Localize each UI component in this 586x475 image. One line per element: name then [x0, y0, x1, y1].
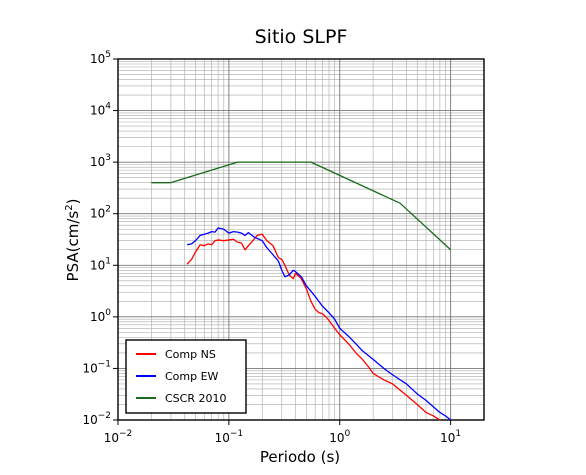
y-tick-label: 102 — [90, 205, 111, 221]
y-tick-label: 103 — [90, 153, 111, 169]
minor-grid — [118, 59, 485, 420]
plot-frame — [117, 58, 485, 421]
y-tick-label: 104 — [90, 102, 111, 118]
legend-label-ns: Comp NS — [165, 348, 216, 361]
y-axis: 10−2 10−1 100 101 102 103 104 105 — [82, 50, 118, 427]
x-axis: 10−2 10−1 100 101 — [104, 420, 461, 445]
y-axis-label-main: PSA(cm/s — [64, 211, 82, 282]
y-axis-label-close: ) — [64, 199, 82, 205]
y-tick-label: 10−1 — [82, 359, 111, 375]
y-tick-label: 10−2 — [82, 411, 111, 427]
x-tick-label: 101 — [440, 429, 461, 445]
x-tick-label: 100 — [329, 429, 350, 445]
legend-label-cscr: CSCR 2010 — [165, 392, 226, 405]
y-axis-label: PSA(cm/s2) — [64, 199, 82, 282]
series-cscr-2010 — [151, 161, 452, 251]
y-tick-label: 101 — [90, 256, 111, 272]
x-tick-label: 10−1 — [215, 429, 244, 445]
legend: Comp NS Comp EW CSCR 2010 — [125, 339, 247, 414]
y-axis-label-sup: 2 — [64, 204, 75, 210]
legend-label-ew: Comp EW — [165, 370, 219, 383]
x-tick-label: 10−2 — [104, 429, 133, 445]
series-comp-ew — [186, 227, 452, 421]
y-tick-label: 105 — [90, 50, 111, 66]
chart-title: Sitio SLPF — [255, 26, 348, 48]
y-tick-label: 100 — [90, 308, 111, 324]
x-axis-label: Periodo (s) — [260, 448, 340, 466]
series-group — [151, 161, 452, 421]
